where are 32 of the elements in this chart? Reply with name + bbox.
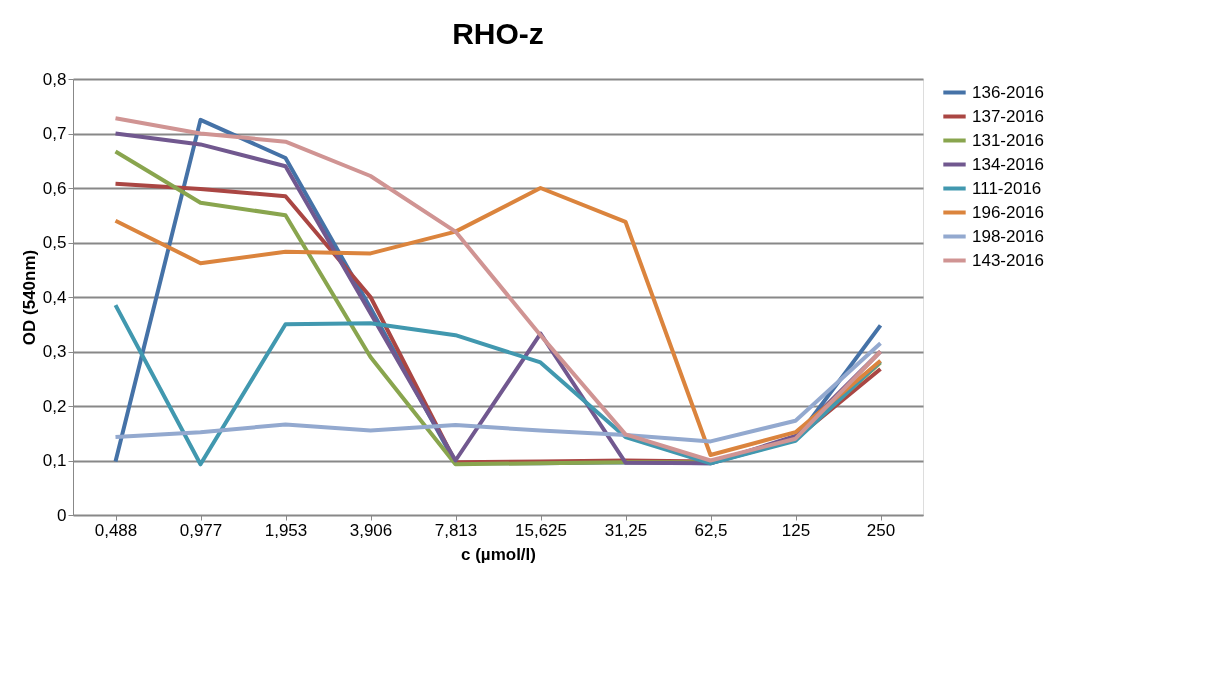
x-tick-label: 15,625: [515, 520, 567, 540]
legend-label: 196-2016: [972, 202, 1044, 222]
y-tick-label: 0,4: [42, 287, 67, 307]
legend-label: 198-2016: [972, 226, 1044, 246]
y-tick-label: 0,1: [42, 451, 67, 470]
x-tick-label: 125: [781, 520, 811, 540]
x-tick-label: 3,906: [349, 520, 393, 540]
y-tick-label: 0,6: [42, 178, 67, 198]
y-tick-label: 0,5: [42, 233, 67, 252]
legend-label: 134-2016: [972, 154, 1044, 174]
line-series: [113, 341, 883, 444]
x-tick-label: 0,488: [94, 520, 138, 540]
x-tick-label: 7,813: [434, 520, 478, 540]
legend-label: 143-2016: [972, 250, 1044, 270]
y-tick-label: 0: [57, 505, 67, 525]
legend-label: 111-2016: [972, 178, 1042, 198]
legend-label: 137-2016: [972, 106, 1044, 126]
x-tick-label: 62,5: [694, 520, 728, 540]
y-axis-title: OD (540nm): [19, 249, 39, 346]
y-tick-label: 0,8: [42, 69, 67, 89]
y-tick-label: 0,7: [42, 124, 67, 143]
x-tick-label: 31,25: [604, 520, 648, 540]
x-tick-label: 250: [866, 520, 896, 540]
y-tick-label: 0,3: [42, 342, 67, 361]
x-tick-label: 0,977: [179, 520, 223, 540]
legend-label: 136-2016: [972, 82, 1044, 102]
chart-title: RHO-z: [452, 17, 544, 50]
x-tick-label: 1,953: [264, 520, 308, 540]
line-series: [113, 303, 883, 467]
x-axis-title: c (µmol/l): [461, 544, 536, 564]
y-tick-label: 0,2: [42, 396, 67, 416]
legend-label: 131-2016: [972, 130, 1044, 150]
